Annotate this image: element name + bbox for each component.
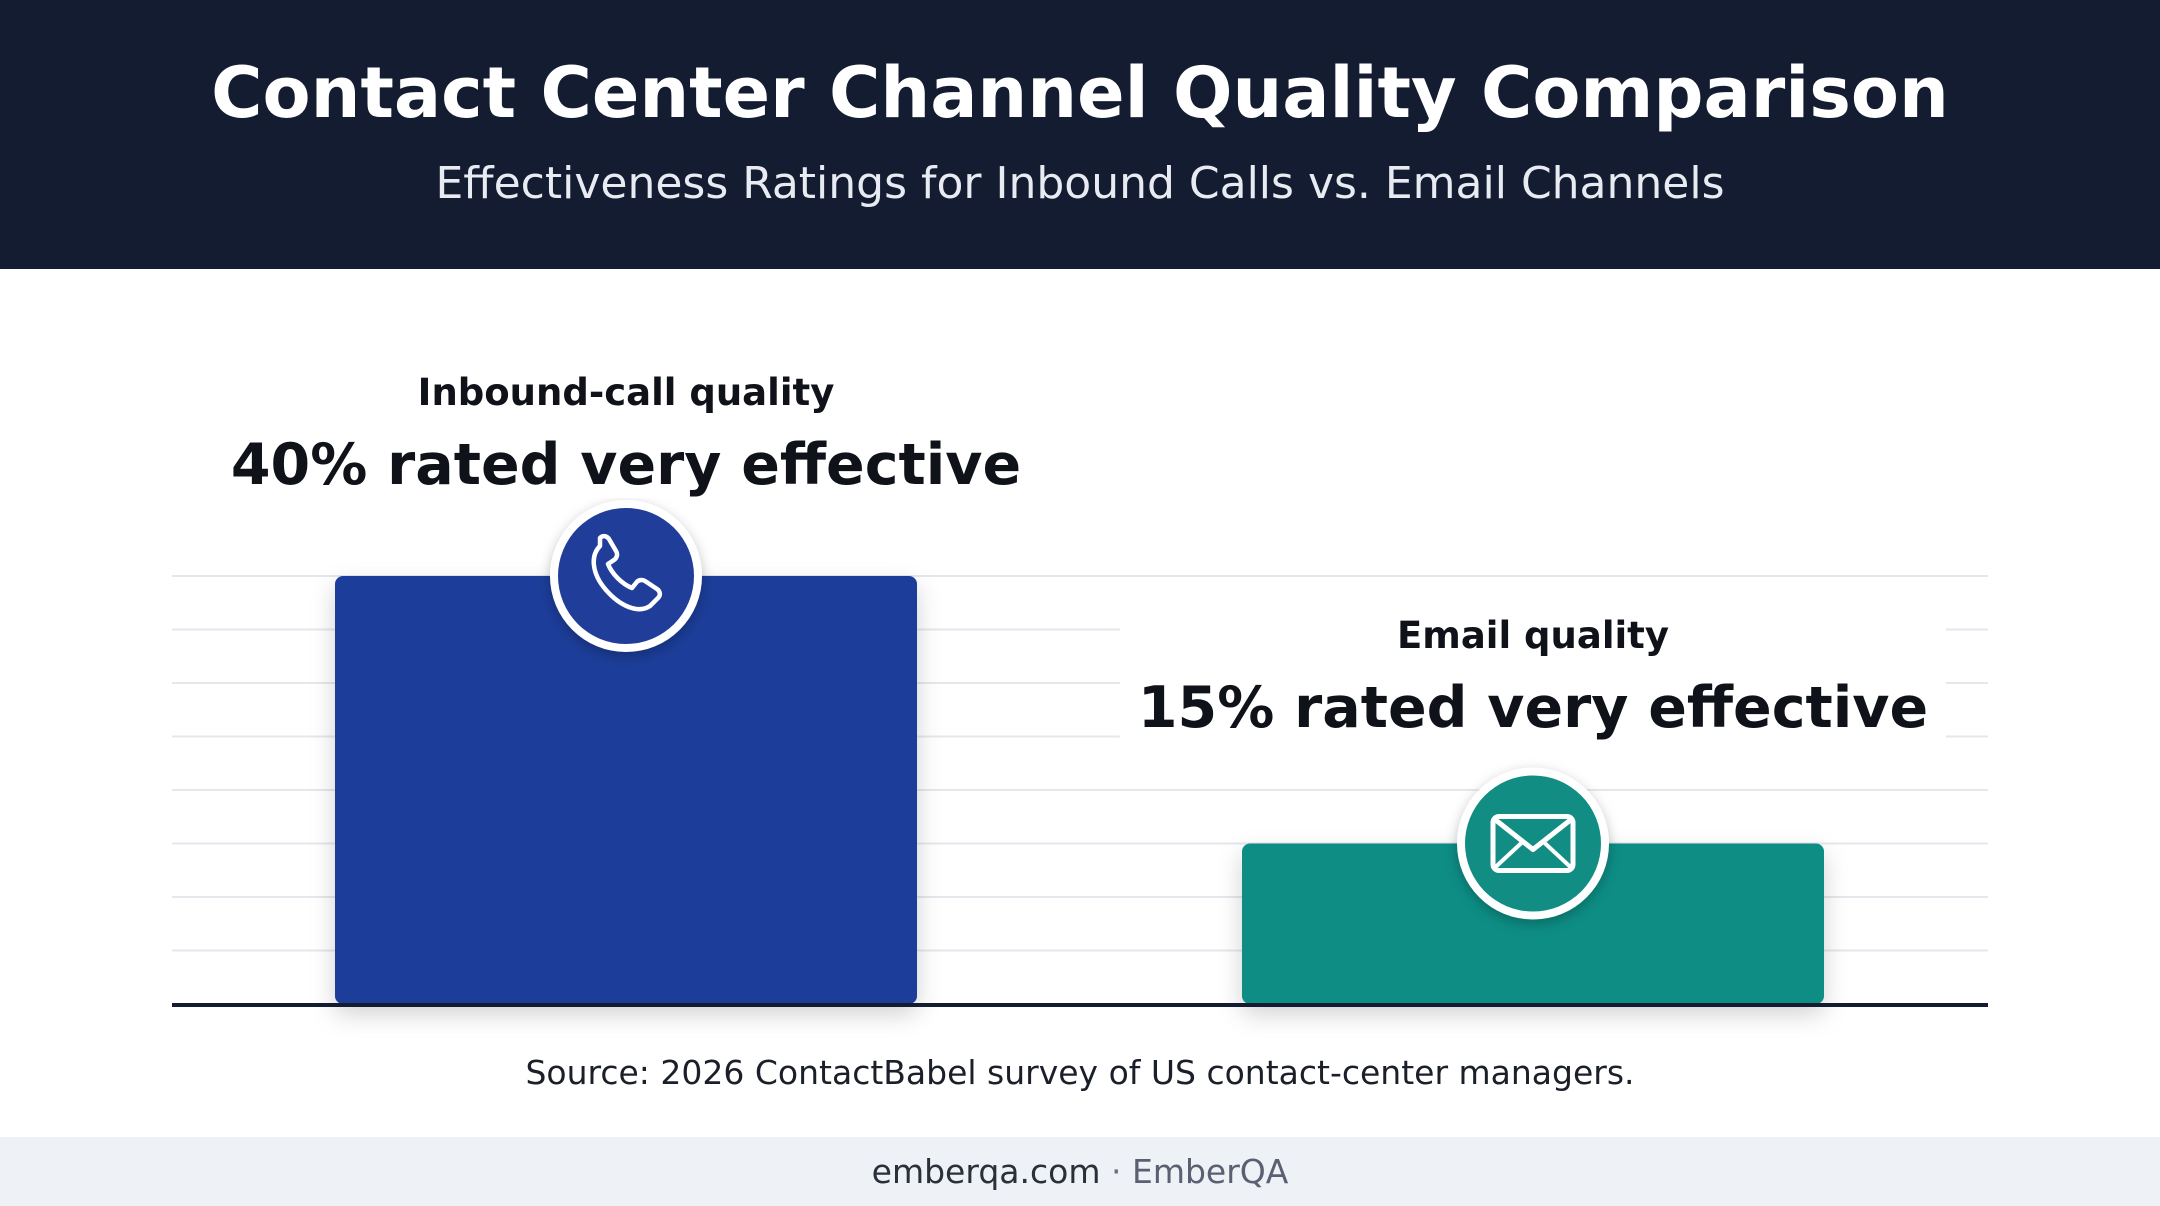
header-banner: Contact Center Channel Quality Compariso… — [0, 0, 2160, 269]
footer-separator: · — [1110, 1152, 1122, 1191]
phone-icon — [591, 533, 663, 612]
bar-label-email: Email quality 15% rated very effective — [1119, 613, 1947, 741]
value-label-inbound-call: 40% rated very effective — [230, 432, 1022, 498]
bar-chart: Inbound-call quality 40% rated very effe… — [0, 269, 2160, 1137]
icon-badge-email — [1465, 775, 1601, 912]
bar-label-inbound-call: Inbound-call quality 40% rated very effe… — [212, 371, 1040, 498]
category-label-inbound-call: Inbound-call quality — [417, 371, 835, 414]
chart-subtitle: Effectiveness Ratings for Inbound Calls … — [435, 158, 1725, 209]
footer-bar: emberqa.com · EmberQA — [0, 1137, 2160, 1206]
bar-email — [1242, 843, 1824, 1004]
value-label-email: 15% rated very effective — [1137, 674, 1929, 741]
icon-badge-inbound-call — [558, 508, 694, 644]
footer-site-link[interactable]: emberqa.com — [871, 1152, 1101, 1191]
bar-inbound-call — [335, 576, 917, 1004]
chart-title: Contact Center Channel Quality Compariso… — [211, 52, 1949, 134]
chart-canvas — [172, 500, 1988, 1007]
source-note: Source: 2026 ContactBabel survey of US c… — [525, 1053, 1635, 1092]
category-label-email: Email quality — [1396, 613, 1669, 657]
envelope-icon — [1490, 814, 1576, 873]
footer-brand: EmberQA — [1131, 1152, 1289, 1191]
